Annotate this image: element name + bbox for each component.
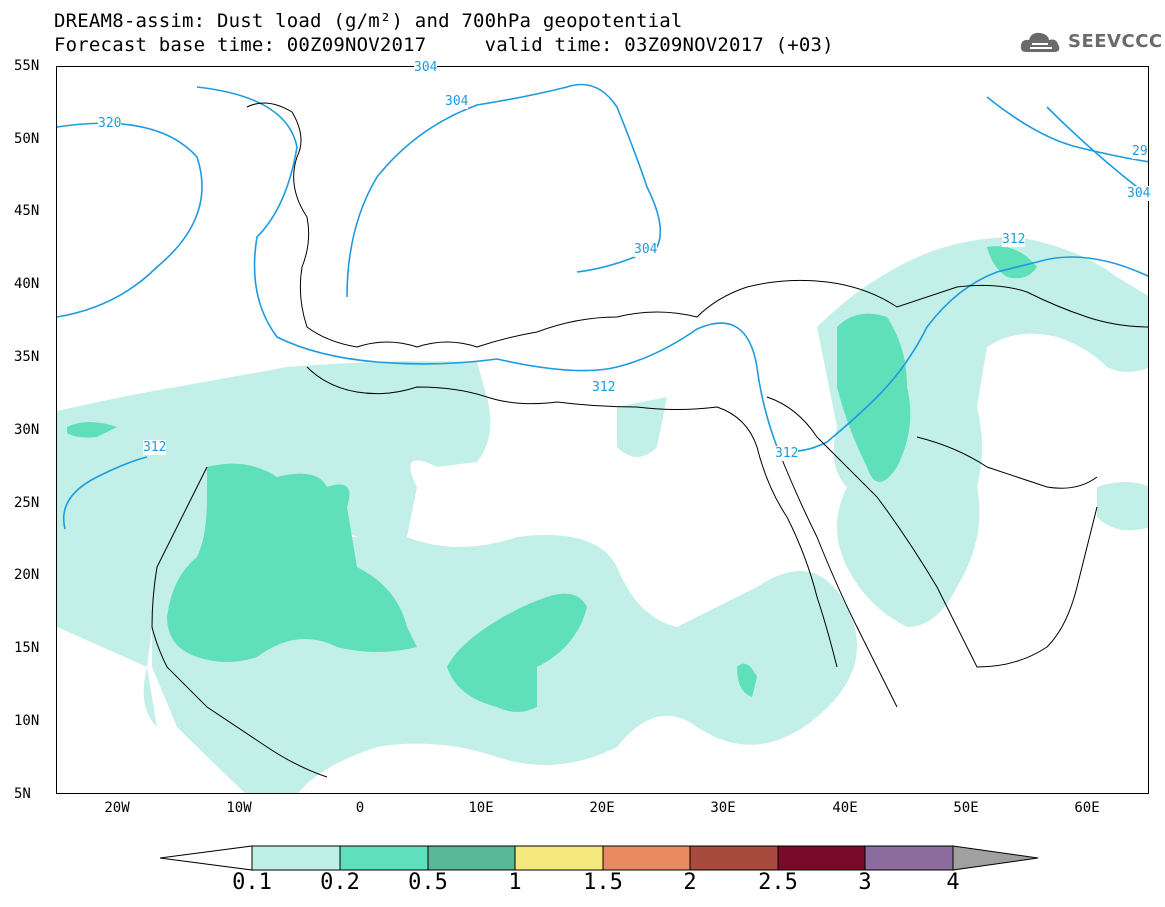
lon-label-50e: 50E (953, 800, 979, 816)
colorbar-label-7: 3 (858, 870, 872, 895)
colorbar-low-arrow (160, 845, 253, 871)
colorbar-label-8: 4 (946, 870, 960, 895)
colorbar-label-4: 1.5 (583, 870, 623, 895)
seevccc-logo: SEEVCCC (1018, 26, 1162, 60)
lat-label-15n: 15N (14, 640, 40, 656)
contour-304-west (196, 86, 378, 363)
coastline-westafrica (151, 466, 328, 778)
dust-medium-iraq (837, 313, 911, 482)
colorbar-swatch-3 (514, 845, 604, 871)
contour-304-central (376, 261, 1038, 452)
contour-label-29: 29 (1132, 144, 1148, 159)
cloud-icon (1020, 32, 1060, 52)
lon-label-20w: 20W (104, 800, 130, 816)
map-canvas (57, 83, 1148, 793)
contour-label-304-b: 304 (445, 94, 469, 109)
contour-320 (57, 122, 203, 318)
colorbar-swatch-6 (777, 845, 866, 871)
contour-label-304-d: 304 (1127, 186, 1151, 201)
contour-29x (986, 96, 1148, 163)
lat-label-5n: 5N (14, 786, 31, 802)
dust-light-gulf (1097, 482, 1148, 531)
colorbar-swatch-2 (427, 845, 516, 871)
lon-label-10e: 10E (468, 800, 494, 816)
colorbar-swatch-1 (339, 845, 429, 871)
contour-label-312-b: 312 (775, 446, 799, 461)
colorbar-high-arrow (952, 845, 1039, 871)
colorbar-label-6: 2.5 (758, 870, 798, 895)
coastline-arabia (766, 396, 1098, 668)
colorbar-label-2: 0.5 (408, 870, 448, 895)
contour-label-304-c: 304 (634, 242, 658, 257)
title-line-1: DREAM8-assim: Dust load (g/m²) and 700hP… (54, 10, 683, 32)
colorbar-label-1: 0.2 (320, 870, 360, 895)
lat-label-20n: 20N (14, 567, 40, 583)
lon-label-0: 0 (355, 800, 365, 816)
coastline-gulf (916, 436, 1098, 489)
dust-medium-caspian (987, 246, 1037, 279)
contour-312-east (1036, 256, 1148, 277)
lon-label-10w: 10W (226, 800, 252, 816)
contour-label-312-d: 312 (1002, 232, 1026, 247)
lon-label-30e: 30E (710, 800, 736, 816)
colorbar-swatch-0 (251, 845, 341, 871)
dust-medium-layer (67, 246, 1037, 712)
dust-medium-west-sahara (167, 463, 417, 662)
colorbar-label-5: 2 (683, 870, 697, 895)
dust-medium-sudan (737, 663, 757, 697)
lat-label-45n: 45N (14, 203, 40, 219)
contour-304-europe (346, 83, 662, 298)
colorbar-label-0: 0.1 (232, 870, 272, 895)
colorbar (160, 845, 1039, 871)
contour-label-312-c: 312 (143, 440, 167, 455)
map-panel (56, 66, 1149, 794)
geopotential-contours (57, 83, 1148, 530)
logo-text: SEEVCCC (1068, 31, 1163, 52)
coastlines (151, 102, 1148, 778)
dust-medium-canary (67, 422, 117, 438)
coastline-africa (306, 366, 838, 668)
dust-medium-chad (447, 593, 587, 712)
lat-label-25n: 25N (14, 495, 40, 511)
lat-label-55n: 55N (14, 58, 40, 74)
colorbar-label-3: 1 (508, 870, 522, 895)
dust-light-libya (617, 397, 667, 457)
lon-label-40e: 40E (832, 800, 858, 816)
contour-label-312-a: 312 (592, 380, 616, 395)
contour-312-west (63, 456, 148, 530)
coastline-redsea (776, 446, 898, 708)
lat-label-40n: 40N (14, 276, 40, 292)
coastline-europe (246, 102, 1148, 348)
lon-label-60e: 60E (1074, 800, 1100, 816)
lat-label-10n: 10N (14, 713, 40, 729)
title-line-2: Forecast base time: 00Z09NOV2017 valid t… (54, 34, 834, 56)
colorbar-swatch-4 (602, 845, 691, 871)
lon-label-20e: 20E (589, 800, 615, 816)
contour-label-304-a: 304 (414, 60, 438, 75)
colorbar-swatch-5 (689, 845, 779, 871)
lat-label-35n: 35N (14, 349, 40, 365)
colorbar-swatch-7 (864, 845, 954, 871)
contour-label-320: 320 (98, 116, 122, 131)
lat-label-50n: 50N (14, 131, 40, 147)
lat-label-30n: 30N (14, 422, 40, 438)
